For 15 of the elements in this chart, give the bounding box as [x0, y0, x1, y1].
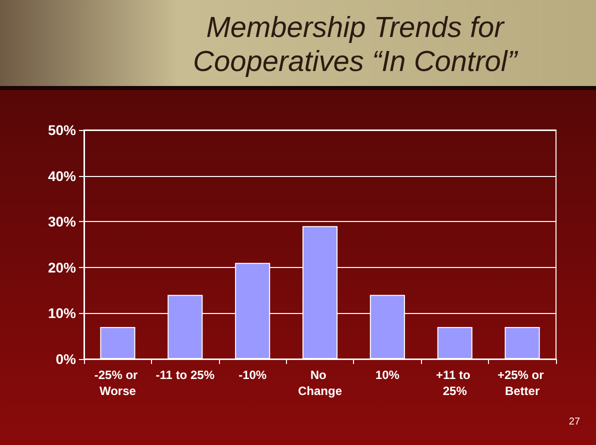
- x-tick-label: No Change: [298, 368, 342, 398]
- x-tick-label: -10%: [238, 368, 267, 382]
- y-tick-label: 20%: [48, 259, 77, 276]
- x-tick-label: +11 to 25%: [436, 368, 474, 398]
- y-tick-label: 40%: [48, 168, 77, 184]
- y-tick-label: 10%: [48, 305, 77, 322]
- x-tick-label: -25% or Worse: [94, 368, 142, 398]
- text: 27: [568, 416, 580, 428]
- x-tick-label: +25% or Better: [497, 368, 548, 398]
- x-tick-label: 10%: [375, 368, 400, 382]
- y-tick-label: 30%: [48, 214, 77, 230]
- chart-title: Membership Trends for Cooperatives “In Control”: [193, 12, 518, 78]
- y-tick-label: 50%: [48, 122, 77, 138]
- y-tick-label: 0%: [56, 351, 77, 367]
- x-tick-label: -11 to 25%: [156, 368, 215, 382]
